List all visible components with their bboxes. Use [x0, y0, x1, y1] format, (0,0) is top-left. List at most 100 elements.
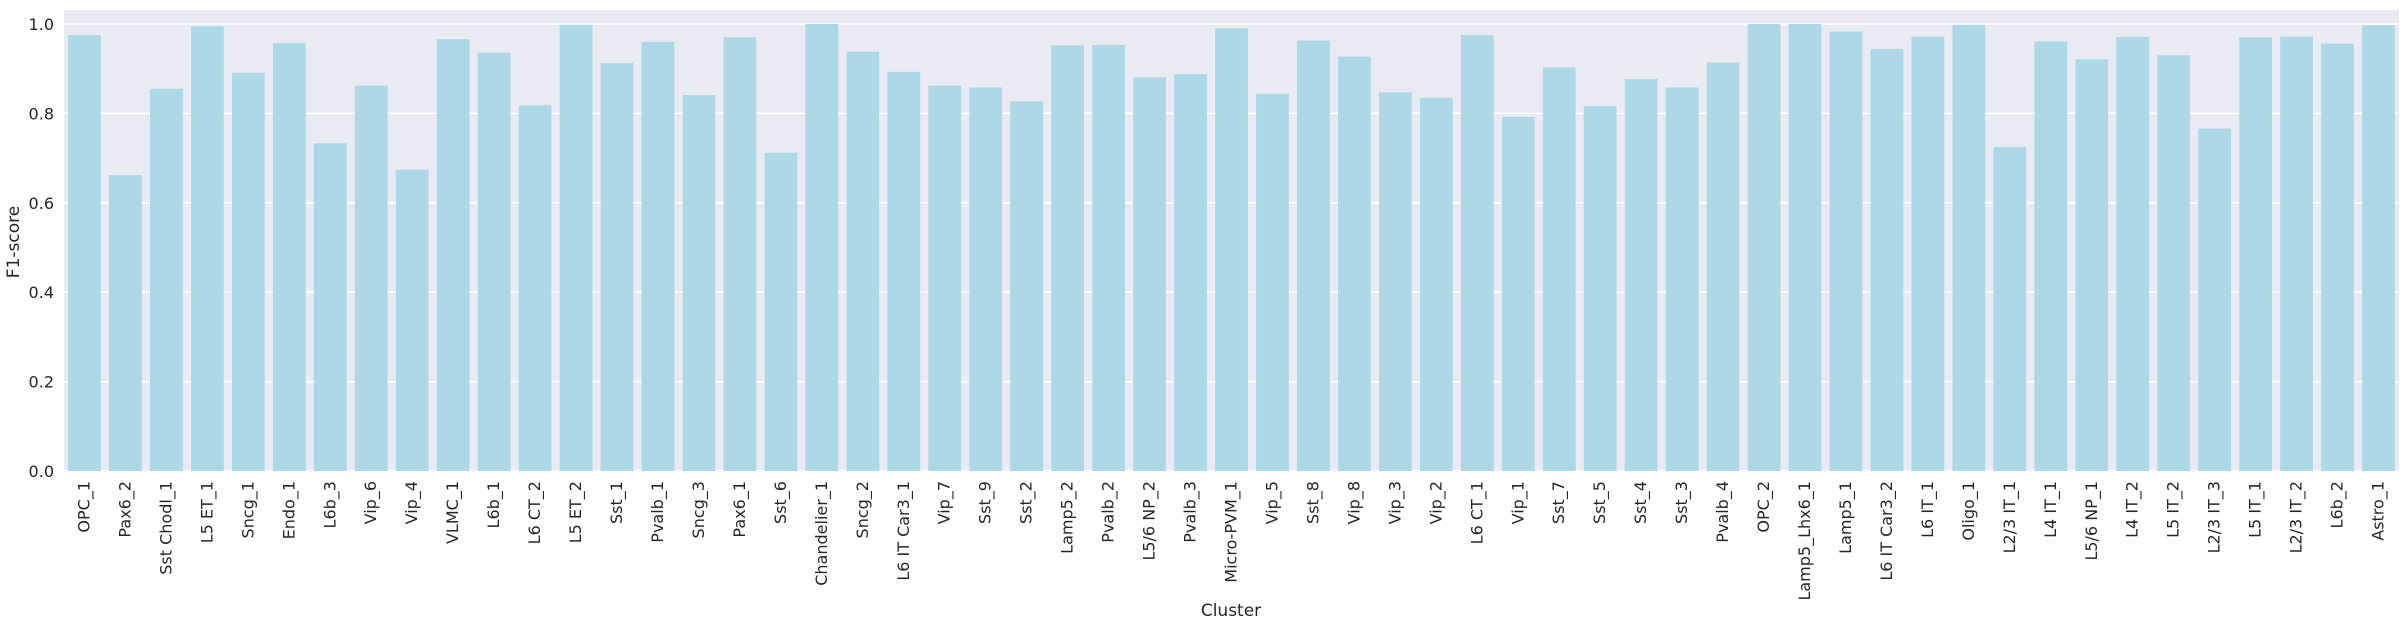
x-tick-label: Sst_4	[1631, 481, 1651, 524]
x-tick-label: Lamp5_1	[1836, 481, 1856, 554]
bar	[600, 62, 634, 471]
bar	[1542, 67, 1576, 471]
bar	[1174, 74, 1207, 472]
x-tick-label: Chandelier_1	[812, 481, 832, 586]
bar	[1256, 93, 1289, 472]
bar	[1460, 35, 1494, 472]
x-tick-label: Vip_1	[1508, 481, 1528, 524]
x-tick-label: Vip_8	[1344, 481, 1364, 524]
bar	[805, 24, 839, 471]
bar	[395, 169, 429, 472]
bar	[436, 39, 470, 472]
x-tick-label: Vip_3	[1385, 481, 1405, 524]
x-tick-label: Sst_5	[1590, 481, 1610, 524]
bar	[1952, 24, 1986, 471]
x-tick-label: OPC_2	[1754, 481, 1774, 533]
x-tick-label: L2/3 IT_1	[2000, 481, 2020, 553]
bar	[1215, 28, 1248, 471]
x-tick-label: Sncg_2	[853, 481, 873, 538]
x-tick-label: Pvalb_3	[1181, 481, 1201, 543]
bar	[313, 143, 347, 471]
bar	[231, 72, 265, 472]
y-axis-label: F1-score	[4, 206, 24, 278]
x-tick-label: Pax6_2	[115, 481, 135, 538]
bar	[109, 175, 142, 471]
y-tick-label: 0.8	[29, 104, 54, 123]
bar	[1583, 106, 1617, 472]
x-tick-label: Sst Chodl_1	[156, 481, 176, 575]
bar	[2116, 36, 2150, 471]
bar	[1092, 45, 1125, 471]
bar	[764, 152, 798, 471]
bar	[723, 37, 757, 471]
bar	[1297, 40, 1330, 471]
x-tick-label: L5 IT_2	[2164, 481, 2184, 538]
bar	[1501, 116, 1535, 471]
bar	[1010, 101, 1044, 472]
x-tick-label: L2/3 IT_2	[2287, 481, 2307, 553]
x-tick-label: Sncg_1	[238, 481, 258, 538]
bar	[2321, 43, 2354, 471]
bar	[190, 26, 224, 472]
bar	[969, 87, 1003, 471]
x-tick-label: Sst_6	[771, 481, 791, 524]
bar	[68, 35, 101, 472]
x-tick-label: L6b_3	[320, 481, 340, 528]
x-tick-label: Astro_1	[2369, 481, 2389, 541]
x-tick-label: L5 ET_2	[566, 481, 586, 543]
y-tick-label: 0.0	[29, 462, 54, 481]
bar	[1829, 31, 1863, 471]
bar	[2075, 59, 2109, 472]
x-tick-label: Micro-PVM_1	[1222, 481, 1242, 583]
bar	[518, 105, 552, 471]
x-tick-label: Endo_1	[279, 481, 299, 539]
bar	[2239, 37, 2273, 471]
x-tick-label: Pax6_1	[730, 481, 750, 538]
bar	[1378, 92, 1412, 472]
x-tick-label: Sst_7	[1549, 481, 1569, 524]
bar	[2157, 55, 2191, 471]
bar	[1051, 45, 1085, 472]
bar	[887, 71, 921, 471]
x-tick-label: OPC_1	[74, 481, 94, 533]
bar	[2362, 25, 2395, 471]
x-tick-label: Pvalb_2	[1099, 481, 1119, 543]
x-tick-label: Lamp5_Lhx6_1	[1795, 481, 1815, 601]
bar	[2198, 128, 2232, 471]
x-tick-labels: OPC_1 Pax6_2 Sst Chodl_1 L5 ET_1 Sncg_1 Endo_…	[74, 481, 2388, 601]
x-tick-label: Vip_6	[361, 481, 381, 524]
x-tick-label: Lamp5_2	[1058, 481, 1078, 554]
x-tick-label: L5 ET_1	[197, 481, 217, 543]
y-tick-label: 0.6	[29, 194, 54, 213]
bar	[1870, 49, 1904, 471]
x-tick-label: Vip_7	[935, 481, 955, 524]
x-tick-label: L6 CT_1	[1467, 481, 1487, 544]
bar	[1338, 56, 1371, 471]
x-tick-label: Sst_3	[1672, 481, 1692, 524]
bar	[682, 95, 716, 471]
bar	[1665, 87, 1699, 471]
x-tick-label: Pvalb_1	[648, 481, 668, 543]
bar	[2034, 41, 2068, 472]
bar	[928, 85, 962, 471]
x-tick-label: Pvalb_4	[1713, 481, 1733, 543]
bar	[272, 43, 306, 471]
bar	[846, 51, 880, 472]
x-tick-label: L4 IT_1	[2041, 481, 2061, 538]
bar	[1911, 36, 1945, 472]
x-tick-label: L6 IT_1	[1918, 481, 1938, 538]
x-tick-label: L6b_2	[2328, 481, 2348, 528]
x-tick-label: L2/3 IT_3	[2205, 481, 2225, 553]
bar	[354, 85, 388, 471]
x-tick-label: L5/6 NP_2	[1140, 481, 1160, 561]
bar	[477, 52, 511, 471]
bar	[1788, 24, 1822, 471]
y-tick-label: 1.0	[29, 15, 54, 34]
x-tick-label: L6b_1	[484, 481, 504, 528]
x-tick-label: Vip_4	[402, 481, 422, 524]
x-tick-label: Sncg_3	[689, 481, 709, 538]
bar	[1133, 77, 1166, 472]
bar	[1624, 78, 1658, 471]
y-tick-label: 0.2	[29, 373, 54, 392]
x-tick-label: Oligo_1	[1959, 481, 1979, 541]
